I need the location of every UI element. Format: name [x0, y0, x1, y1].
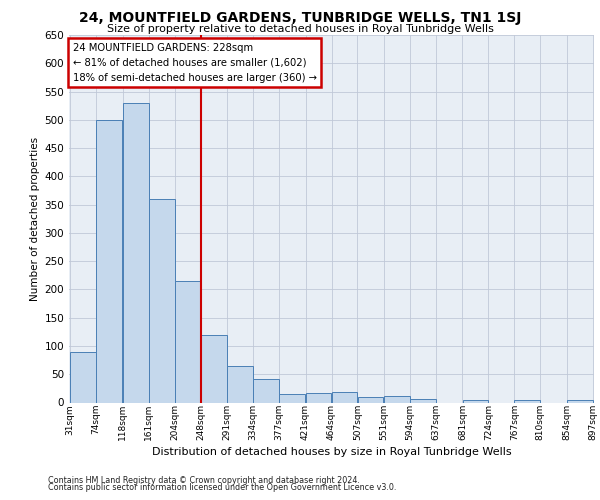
Text: Contains public sector information licensed under the Open Government Licence v3: Contains public sector information licen…: [48, 484, 397, 492]
Bar: [463, 400, 488, 402]
Bar: [123, 103, 149, 403]
Bar: [384, 396, 410, 402]
Bar: [253, 379, 279, 402]
Bar: [305, 393, 331, 402]
Text: Size of property relative to detached houses in Royal Tunbridge Wells: Size of property relative to detached ho…: [107, 24, 493, 34]
Bar: [567, 400, 593, 402]
Bar: [514, 400, 540, 402]
Y-axis label: Number of detached properties: Number of detached properties: [30, 136, 40, 301]
Bar: [227, 366, 253, 403]
Bar: [175, 281, 200, 402]
Text: Contains HM Land Registry data © Crown copyright and database right 2024.: Contains HM Land Registry data © Crown c…: [48, 476, 360, 485]
Bar: [96, 120, 122, 403]
Bar: [410, 399, 436, 402]
Text: 24 MOUNTFIELD GARDENS: 228sqm
← 81% of detached houses are smaller (1,602)
18% o: 24 MOUNTFIELD GARDENS: 228sqm ← 81% of d…: [73, 43, 317, 82]
Bar: [149, 199, 175, 402]
Bar: [358, 397, 383, 402]
X-axis label: Distribution of detached houses by size in Royal Tunbridge Wells: Distribution of detached houses by size …: [152, 447, 511, 457]
Bar: [70, 352, 96, 403]
Bar: [332, 392, 358, 402]
Text: 24, MOUNTFIELD GARDENS, TUNBRIDGE WELLS, TN1 1SJ: 24, MOUNTFIELD GARDENS, TUNBRIDGE WELLS,…: [79, 11, 521, 25]
Bar: [279, 394, 305, 402]
Bar: [201, 334, 227, 402]
